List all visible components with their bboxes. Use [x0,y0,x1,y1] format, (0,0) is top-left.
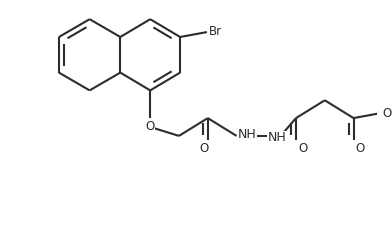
Text: NH: NH [238,129,256,141]
Text: NH: NH [268,131,287,144]
Text: O: O [356,142,365,155]
Text: O: O [298,142,307,155]
Text: O: O [199,142,209,155]
Text: O: O [145,120,155,133]
Text: Br: Br [209,24,222,38]
Text: O: O [382,107,392,120]
